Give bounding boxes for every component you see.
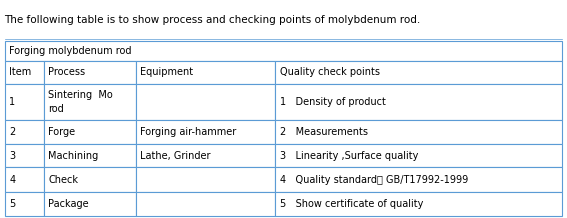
Bar xyxy=(5,84,44,120)
Bar xyxy=(44,144,136,167)
Bar xyxy=(44,167,136,192)
Text: The following table is to show process and checking points of molybdenum rod.: The following table is to show process a… xyxy=(5,15,421,26)
Text: Forging air-hammer: Forging air-hammer xyxy=(140,127,236,137)
Text: 5: 5 xyxy=(9,199,15,209)
Text: Sintering  Mo
rod: Sintering Mo rod xyxy=(48,90,113,114)
Bar xyxy=(136,167,275,192)
Bar xyxy=(136,120,275,144)
Bar xyxy=(136,61,275,84)
Bar xyxy=(275,84,562,120)
Bar xyxy=(5,61,44,84)
Text: Forging molybdenum rod: Forging molybdenum rod xyxy=(9,46,132,56)
Text: 4   Quality standard： GB/T17992-1999: 4 Quality standard： GB/T17992-1999 xyxy=(280,175,468,185)
Bar xyxy=(275,192,562,216)
Text: 3   Linearity ,Surface quality: 3 Linearity ,Surface quality xyxy=(280,151,418,161)
Text: 1: 1 xyxy=(9,97,15,107)
Bar xyxy=(44,120,136,144)
Bar xyxy=(136,144,275,167)
Text: Package: Package xyxy=(48,199,89,209)
Text: 1   Density of product: 1 Density of product xyxy=(280,97,386,107)
Bar xyxy=(5,167,44,192)
Text: Forge: Forge xyxy=(48,127,75,137)
Bar xyxy=(136,84,275,120)
Bar xyxy=(275,61,562,84)
Text: Machining: Machining xyxy=(48,151,99,161)
Text: Equipment: Equipment xyxy=(140,67,193,77)
Bar xyxy=(5,192,44,216)
Bar xyxy=(275,120,562,144)
Bar xyxy=(5,41,562,61)
Bar xyxy=(44,61,136,84)
Text: Check: Check xyxy=(48,175,78,185)
Text: 2   Measurements: 2 Measurements xyxy=(280,127,367,137)
Text: Lathe, Grinder: Lathe, Grinder xyxy=(140,151,211,161)
Bar xyxy=(44,192,136,216)
Bar xyxy=(275,144,562,167)
Text: Process: Process xyxy=(48,67,85,77)
Bar xyxy=(5,120,44,144)
Text: 3: 3 xyxy=(9,151,15,161)
Text: Quality check points: Quality check points xyxy=(280,67,380,77)
Text: 5   Show certificate of quality: 5 Show certificate of quality xyxy=(280,199,423,209)
Text: 4: 4 xyxy=(9,175,15,185)
Text: Item: Item xyxy=(9,67,31,77)
Bar xyxy=(136,192,275,216)
Text: 2: 2 xyxy=(9,127,15,137)
Bar xyxy=(275,167,562,192)
Bar xyxy=(5,144,44,167)
Bar xyxy=(44,84,136,120)
